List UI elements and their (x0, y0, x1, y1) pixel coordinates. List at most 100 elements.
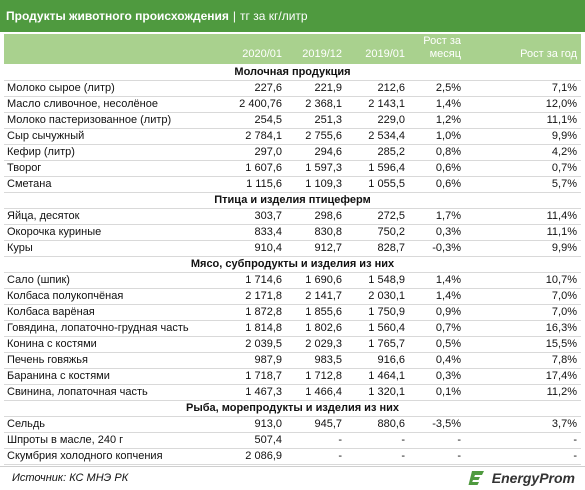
value-cell: 251,3 (286, 112, 346, 129)
value-cell: 1 814,8 (209, 320, 286, 337)
value-cell: 17,4% (465, 368, 581, 385)
value-cell: 9,9% (465, 128, 581, 145)
value-cell: 828,7 (346, 240, 409, 257)
table-row: Колбаса полукопчёная 2 171,8 2 141,7 2 030,… (4, 288, 581, 305)
value-cell: - (346, 432, 409, 449)
table-header-row: 2020/01 2019/12 2019/01 Рост за месяц Ро… (4, 34, 581, 64)
product-name: Кефир (литр) (4, 144, 209, 161)
column-header: Рост за год (520, 48, 577, 60)
value-cell: 1 548,9 (346, 272, 409, 289)
table-row: Молоко сырое (литр) 227,6 221,9 212,6 2,5% 7,… (4, 80, 581, 97)
value-cell: - (286, 448, 346, 465)
value-cell: - (409, 448, 465, 465)
value-cell: 1 750,9 (346, 304, 409, 321)
value-cell: 913,0 (209, 416, 286, 433)
table-row: Сало (шпик) 1 714,6 1 690,6 1 548,9 1,4% 10,7… (4, 272, 581, 289)
value-cell: 1 464,1 (346, 368, 409, 385)
table-row: Окорочка куриные 833,4 830,8 750,2 0,3% 11,1% (4, 224, 581, 241)
product-name: Молоко пастеризованное (литр) (4, 112, 209, 129)
value-cell: 0,7% (409, 320, 465, 337)
product-name: Баранина с костями (4, 368, 209, 385)
product-name: Куры (4, 240, 209, 257)
value-cell: 1 596,4 (346, 160, 409, 177)
value-cell: 0,9% (409, 304, 465, 321)
value-cell: 227,6 (209, 80, 286, 97)
value-cell: 830,8 (286, 224, 346, 241)
value-cell: 1 718,7 (209, 368, 286, 385)
product-name: Печень говяжья (4, 352, 209, 369)
product-name: Сметана (4, 176, 209, 193)
value-cell: 9,9% (465, 240, 581, 257)
energyprom-logo: EnergyProm (468, 469, 575, 487)
value-cell: 912,7 (286, 240, 346, 257)
value-cell: 987,9 (209, 352, 286, 369)
value-cell: 916,6 (346, 352, 409, 369)
table-row: Масло сливочное, несолёное 2 400,76 2 368,… (4, 96, 581, 113)
table-row: Сельдь 913,0 945,7 880,6 -3,5% 3,7% (4, 416, 581, 433)
logo-text: EnergyProm (491, 470, 575, 486)
table-row: Конина с костями 2 039,5 2 029,3 1 765,7 0,5… (4, 336, 581, 353)
product-name: Сало (шпик) (4, 272, 209, 289)
product-name: Скумбрия холодного копчения (4, 448, 209, 465)
value-cell: 2,5% (409, 80, 465, 97)
product-name: Масло сливочное, несолёное (4, 96, 209, 113)
value-cell: 1 714,6 (209, 272, 286, 289)
footer: Источник: КС МНЭ РК EnergyProm (0, 466, 585, 490)
value-cell: - (465, 432, 581, 449)
product-name: Сельдь (4, 416, 209, 433)
section-title: Рыба, морепродукты и изделия из них (4, 400, 581, 417)
value-cell: 2 755,6 (286, 128, 346, 145)
title-unit: тг за кг/литр (240, 9, 308, 23)
table-row: Говядина, лопаточно-грудная часть 1 814,8… (4, 320, 581, 337)
value-cell: 1 560,4 (346, 320, 409, 337)
table-row: Свинина, лопаточная часть 1 467,3 1 466,4 1… (4, 384, 581, 401)
value-cell: 7,1% (465, 80, 581, 97)
value-cell: 285,2 (346, 144, 409, 161)
table-row: Творог 1 607,6 1 597,3 1 596,4 0,6% 0,7% (4, 160, 581, 177)
value-cell: 1 765,7 (346, 336, 409, 353)
value-cell: 15,5% (465, 336, 581, 353)
value-cell: 2 171,8 (209, 288, 286, 305)
section-header-row: Молочная продукция (4, 64, 581, 81)
title-separator: | (232, 9, 237, 23)
value-cell: 16,3% (465, 320, 581, 337)
page-title: Продукты животного происхождения (6, 9, 229, 23)
value-cell: 2 141,7 (286, 288, 346, 305)
value-cell: 1 855,6 (286, 304, 346, 321)
energyprom-logo-icon (468, 471, 484, 485)
value-cell: 212,6 (346, 80, 409, 97)
value-cell: 11,2% (465, 384, 581, 401)
section-header-row: Рыба, морепродукты и изделия из них (4, 400, 581, 417)
value-cell: 0,3% (409, 224, 465, 241)
value-cell: 1,4% (409, 96, 465, 113)
table-row: Баранина с костями 1 718,7 1 712,8 1 464,1 0… (4, 368, 581, 385)
value-cell: 833,4 (209, 224, 286, 241)
section-title: Птица и изделия птицеферм (4, 192, 581, 209)
value-cell: - (465, 448, 581, 465)
product-name: Творог (4, 160, 209, 177)
value-cell: 1,4% (409, 288, 465, 305)
value-cell: 298,6 (286, 208, 346, 225)
value-cell: 221,9 (286, 80, 346, 97)
column-header: Рост за месяц (423, 35, 461, 60)
value-cell: 10,7% (465, 272, 581, 289)
value-cell: 1,7% (409, 208, 465, 225)
value-cell: 880,6 (346, 416, 409, 433)
value-cell: 229,0 (346, 112, 409, 129)
value-cell: 2 400,76 (209, 96, 286, 113)
value-cell: -3,5% (409, 416, 465, 433)
section-title: Мясо, субпродукты и изделия из них (4, 256, 581, 273)
value-cell: 2 039,5 (209, 336, 286, 353)
value-cell: 5,7% (465, 176, 581, 193)
column-header: 2019/01 (365, 48, 405, 60)
value-cell: 303,7 (209, 208, 286, 225)
table-row: Кефир (литр) 297,0 294,6 285,2 0,8% 4,2% (4, 144, 581, 161)
value-cell: 1 607,6 (209, 160, 286, 177)
product-name: Говядина, лопаточно-грудная часть (4, 320, 209, 337)
value-cell: 3,7% (465, 416, 581, 433)
value-cell: 1 115,6 (209, 176, 286, 193)
value-cell: 0,3% (409, 368, 465, 385)
value-cell: -0,3% (409, 240, 465, 257)
product-name: Свинина, лопаточная часть (4, 384, 209, 401)
value-cell: 0,8% (409, 144, 465, 161)
